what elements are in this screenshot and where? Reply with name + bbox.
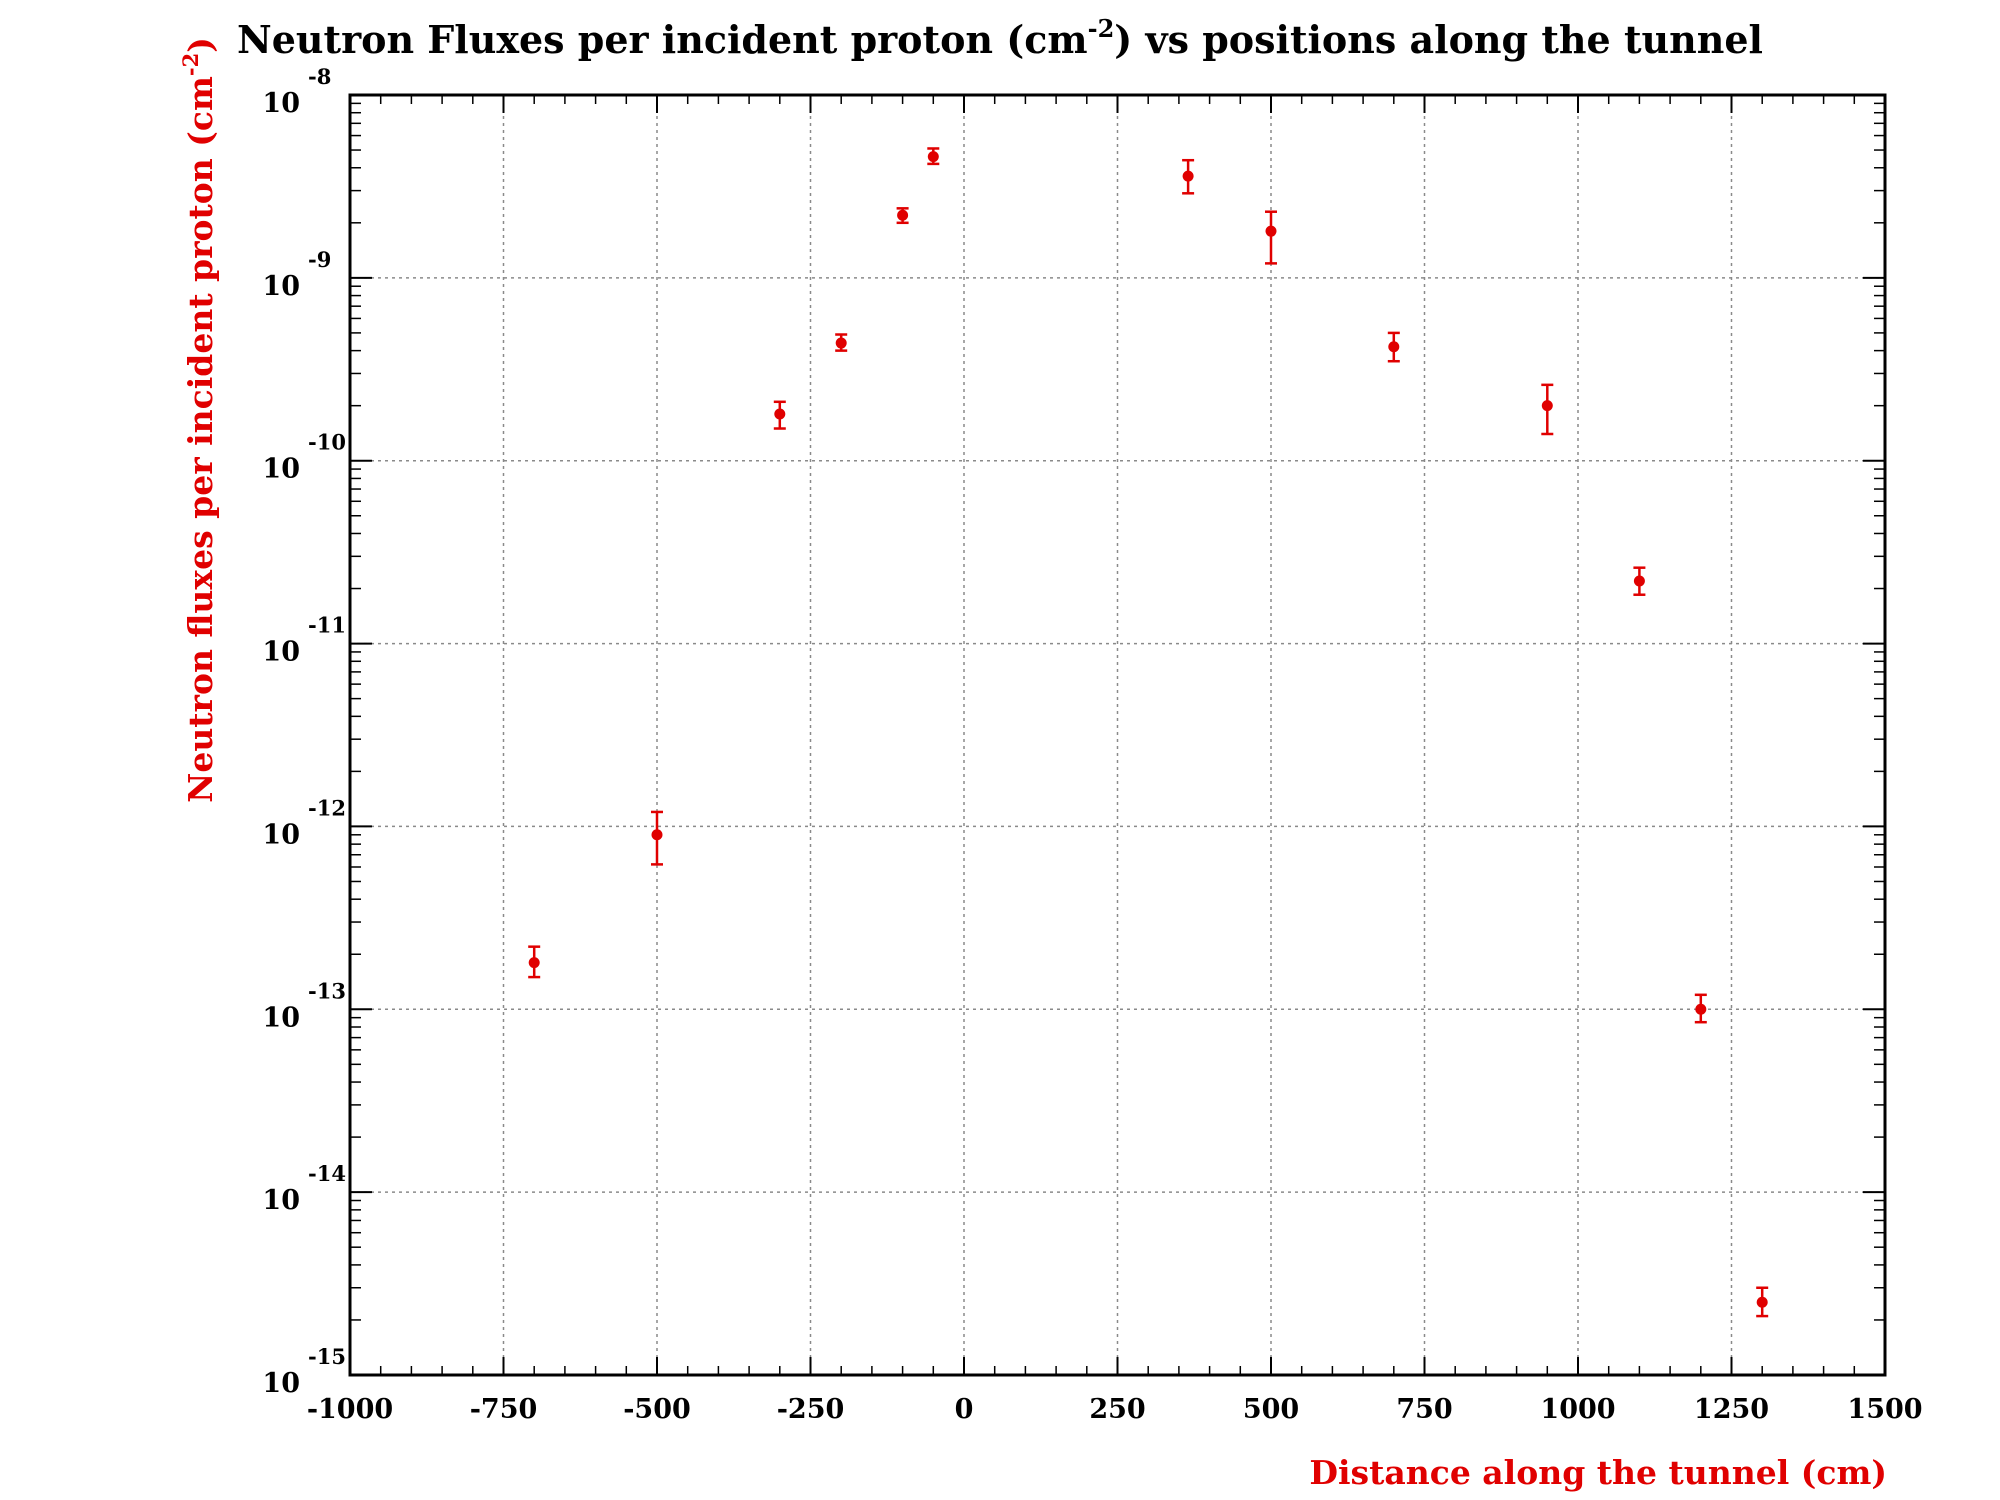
chart-title-prefix: Neutron Fluxes per incident proton (cm: [237, 17, 1088, 62]
data-marker: [1182, 170, 1194, 182]
chart-title-sup: -2: [1088, 14, 1115, 43]
data-marker: [1695, 1003, 1707, 1015]
x-tick-label: -1000: [307, 1394, 393, 1425]
y-tick-label-exponent: -10: [308, 430, 346, 455]
y-tick-label-exponent: -15: [308, 1344, 346, 1369]
data-marker: [835, 337, 847, 349]
y-tick-label-exponent: -9: [308, 247, 331, 272]
y-tick-label-exponent: -13: [308, 978, 346, 1003]
data-point: [927, 147, 940, 166]
x-tick-label: 1000: [1540, 1394, 1615, 1425]
x-axis-label: Distance along the tunnel (cm): [1309, 1453, 1887, 1492]
data-point: [1541, 383, 1554, 436]
x-tick-label: -500: [623, 1394, 691, 1425]
data-point: [1633, 566, 1646, 596]
data-marker: [1541, 400, 1553, 412]
data-marker: [897, 209, 909, 221]
data-point: [1387, 331, 1400, 363]
data-point: [1182, 158, 1195, 195]
y-axis-label-prefix: Neutron fluxes per incident proton (cm: [181, 76, 220, 803]
y-tick-label-base: 10: [262, 1002, 300, 1033]
y-tick-label-exponent: -11: [308, 613, 346, 638]
y-tick-labels: 10 -8 10 -9 10 -10 10 -11 10 -12 10 -13 10 -14 10 -15: [262, 64, 346, 1399]
data-marker: [528, 957, 540, 969]
y-tick-label-base: 10: [262, 1368, 300, 1399]
data-marker: [927, 151, 939, 163]
y-axis-label: Neutron fluxes per incident proton (cm-2…: [178, 37, 220, 803]
data-point: [835, 333, 848, 352]
y-tick-label-exponent: -8: [308, 64, 331, 89]
data-points: [528, 147, 1769, 1318]
y-axis-label-sup: -2: [178, 53, 203, 76]
x-tick-label: -750: [470, 1394, 538, 1425]
chart-title: Neutron Fluxes per incident proton (cm-2…: [237, 14, 1763, 62]
y-tick-label-base: 10: [262, 1185, 300, 1216]
data-point: [896, 207, 909, 225]
x-tick-label: 1500: [1847, 1394, 1922, 1425]
y-tick-label-base: 10: [262, 88, 300, 119]
data-marker: [1388, 341, 1400, 353]
x-tick-label: -250: [777, 1394, 845, 1425]
x-tick-label: 1250: [1694, 1394, 1769, 1425]
data-point: [1756, 1286, 1769, 1318]
data-point: [528, 945, 541, 979]
data-marker: [774, 408, 786, 420]
x-tick-label: 250: [1089, 1394, 1145, 1425]
data-point: [1694, 993, 1707, 1024]
x-tick-label: 750: [1396, 1394, 1452, 1425]
data-marker: [1265, 225, 1277, 237]
y-axis-label-suffix: ): [181, 37, 220, 53]
y-tick-label-base: 10: [262, 637, 300, 668]
y-tick-label-base: 10: [262, 454, 300, 485]
axis-ticks: [349, 94, 1886, 1376]
chart-title-suffix: ) vs positions along the tunnel: [1114, 17, 1763, 62]
x-tick-labels: -1000 -750 -500 -250 0 250 500 750 1000 1250 1500: [307, 1394, 1923, 1425]
x-tick-label: 0: [955, 1394, 974, 1425]
y-tick-label-base: 10: [262, 819, 300, 850]
gridlines: [350, 95, 1885, 1375]
x-tick-label: 500: [1243, 1394, 1299, 1425]
data-marker: [1756, 1296, 1768, 1308]
data-point: [773, 400, 786, 430]
y-tick-label-exponent: -14: [308, 1161, 346, 1186]
data-point: [651, 810, 663, 866]
data-marker: [1633, 575, 1645, 587]
y-tick-label-base: 10: [262, 271, 300, 302]
y-tick-label-exponent: -12: [308, 795, 346, 820]
data-marker: [651, 829, 663, 841]
data-point: [1265, 210, 1277, 265]
